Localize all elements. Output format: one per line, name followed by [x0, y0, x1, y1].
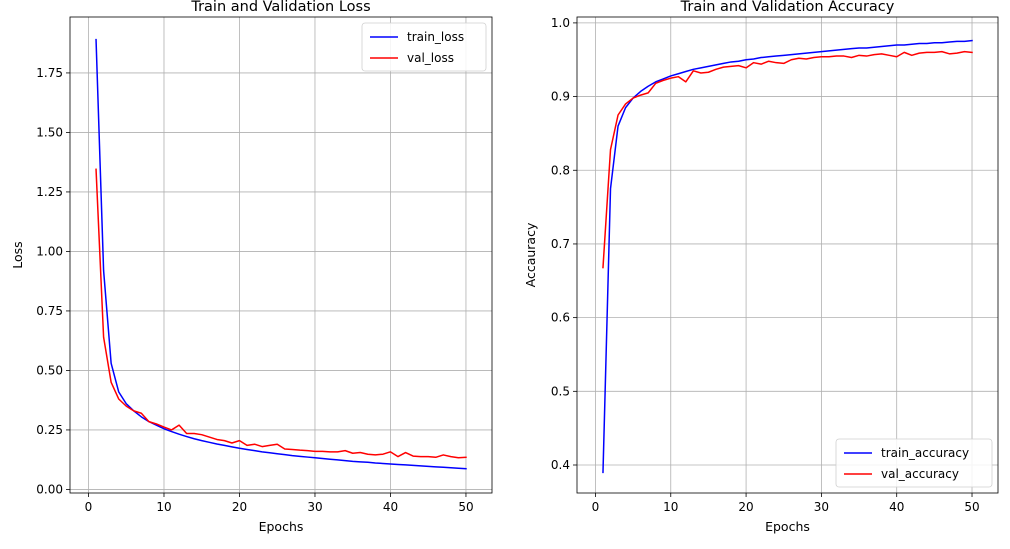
y-axis-label: Accauracy: [523, 222, 538, 287]
y-tick-label: 0.7: [551, 237, 570, 251]
x-tick-label: 10: [663, 500, 678, 514]
y-tick-label: 0.00: [36, 482, 63, 496]
x-tick-label: 20: [232, 500, 247, 514]
x-tick-label: 50: [458, 500, 473, 514]
x-tick-label: 40: [889, 500, 904, 514]
y-tick-label: 1.25: [36, 185, 63, 199]
y-tick-label: 1.0: [551, 16, 570, 30]
y-tick-label: 0.8: [551, 163, 570, 177]
x-tick-label: 10: [156, 500, 171, 514]
series-line-val-accuracy: [602, 50, 973, 269]
legend-label-val-loss: val_loss: [407, 51, 454, 65]
x-tick-label: 50: [964, 500, 979, 514]
x-tick-label: 30: [307, 500, 322, 514]
series-line-train-loss: [95, 38, 467, 470]
y-tick-label: 1.75: [36, 66, 63, 80]
legend-box: [835, 438, 993, 488]
y-tick-label: 0.25: [36, 423, 63, 437]
x-tick-label: 0: [592, 500, 600, 514]
y-tick-label: 0.5: [551, 384, 570, 398]
x-axis-label: Epochs: [259, 519, 304, 534]
legend: train_accuracy val_accuracy: [835, 438, 993, 488]
x-tick-label: 20: [738, 500, 753, 514]
chart-title: Train and Validation Loss: [190, 0, 370, 15]
y-axis-label: Loss: [10, 241, 25, 268]
legend-box: [361, 22, 487, 72]
series-line-train-accuracy: [602, 39, 973, 474]
legend: train_loss val_loss: [361, 22, 487, 72]
y-tick-label: 0.50: [36, 363, 63, 377]
legend-label-train-accuracy: train_accuracy: [881, 446, 969, 460]
chart-title: Train and Validation Accuracy: [680, 0, 895, 15]
chart-panel-1: 0 10 20 30 40 50 0.00 0.25 0.50 0.75 1.00 1.25 1.50 1…: [10, 0, 493, 534]
legend-label-val-accuracy: val_accuracy: [881, 467, 959, 481]
x-tick-label: 30: [814, 500, 829, 514]
y-tick-label: 0.75: [36, 304, 63, 318]
y-tick-label: 0.9: [551, 90, 570, 104]
y-tick-label: 1.00: [36, 244, 63, 258]
axes-frame: [69, 16, 493, 494]
chart-panel-2: 0 10 20 30 40 50 0.4 0.5 0.6 0.7 0.8 0.9 1.0 Train an…: [523, 0, 999, 534]
x-axis-label: Epochs: [765, 519, 810, 534]
series-line-val-loss: [95, 168, 467, 459]
x-tick-label: 0: [85, 500, 93, 514]
axes-frame: [576, 16, 999, 494]
x-tick-label: 40: [383, 500, 398, 514]
legend-label-train-loss: train_loss: [407, 30, 464, 44]
y-tick-label: 1.50: [36, 125, 63, 139]
y-tick-label: 0.4: [551, 458, 570, 472]
y-tick-label: 0.6: [551, 311, 570, 325]
